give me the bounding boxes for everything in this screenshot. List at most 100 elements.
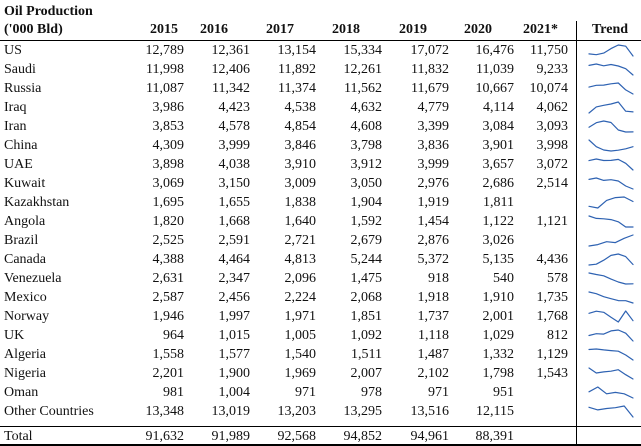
- table-row: Oman 981 1,004 971 978 971 951: [0, 383, 641, 402]
- cell-2020: 2,001: [482, 309, 515, 324]
- cell-2021: 4,062: [536, 100, 569, 115]
- cell-2019: 2,102: [417, 366, 450, 381]
- sparkline-china: [588, 139, 634, 152]
- cell-2016: 1,668: [218, 214, 251, 229]
- cell-2015: 2,631: [152, 271, 185, 286]
- cell-2021: 1,129: [536, 347, 569, 362]
- cell-2016: 3,999: [218, 138, 251, 153]
- sparkline-uae: [588, 158, 634, 171]
- col-header-2018: 2018: [332, 22, 360, 37]
- country-name: Canada: [4, 252, 46, 267]
- col-header-2016: 2016: [200, 22, 228, 37]
- table-row: Saudi 11,998 12,406 11,892 12,261 11,832 11,03…: [0, 60, 641, 79]
- cell-2016: 1,655: [218, 195, 251, 210]
- header-rule: [0, 40, 641, 41]
- sparkline-us: [588, 44, 634, 57]
- table-row: Iraq 3,986 4,423 4,538 4,632 4,779 4,114 4,062: [0, 98, 641, 117]
- cell-2018: 15,334: [343, 43, 383, 58]
- cell-2019: 3,836: [417, 138, 450, 153]
- sparkline-path: [588, 348, 634, 361]
- sparkline-path: [588, 63, 634, 76]
- cell-2019: 2,976: [417, 176, 450, 191]
- cell-2017: 1,005: [284, 328, 317, 343]
- cell-2018: 1,475: [350, 271, 383, 286]
- cell-2020: 1,811: [483, 195, 514, 210]
- country-name: UK: [4, 328, 25, 343]
- sparkline-path: [588, 120, 634, 133]
- cell-2020: 88,391: [475, 429, 515, 444]
- cell-2018: 2,068: [350, 290, 383, 305]
- cell-2016: 4,464: [218, 252, 251, 267]
- sparkline-venezuela: [588, 272, 634, 285]
- cell-2015: 4,309: [152, 138, 185, 153]
- sparkline-path: [588, 101, 634, 114]
- table-row: Brazil 2,525 2,591 2,721 2,679 2,876 3,026: [0, 231, 641, 250]
- sparkline-path: [588, 291, 634, 304]
- sparkline-canada: [588, 253, 634, 266]
- country-name: Brazil: [4, 233, 39, 248]
- cell-2018: 1,511: [351, 347, 382, 362]
- cell-2020: 2,686: [482, 176, 515, 191]
- cell-2020: 10,667: [475, 81, 515, 96]
- sparkline-algeria: [588, 348, 634, 361]
- sparkline-nigeria: [588, 367, 634, 380]
- cell-2017: 11,374: [278, 81, 316, 96]
- cell-2015: 981: [163, 385, 184, 400]
- cell-2016: 1,004: [218, 385, 251, 400]
- cell-2017: 92,568: [277, 429, 317, 444]
- total-label: Total: [4, 429, 33, 444]
- sparkline-path: [588, 253, 634, 266]
- cell-2017: 3,009: [284, 176, 317, 191]
- sparkline-norway: [588, 310, 634, 323]
- table-row: Nigeria 2,201 1,900 1,969 2,007 2,102 1,798 1,5…: [0, 364, 641, 383]
- cell-2017: 11,892: [278, 62, 316, 77]
- cell-2017: 1,969: [284, 366, 317, 381]
- country-name: Iran: [4, 119, 27, 134]
- cell-2018: 3,912: [350, 157, 383, 172]
- cell-2020: 3,084: [482, 119, 515, 134]
- cell-2020: 1,798: [482, 366, 515, 381]
- table-row: Kuwait 3,069 3,150 3,009 3,050 2,976 2,686 2,51…: [0, 174, 641, 193]
- cell-2016: 1,577: [218, 347, 251, 362]
- cell-2019: 1,454: [417, 214, 450, 229]
- cell-2021: 578: [547, 271, 568, 286]
- cell-2021: 10,074: [529, 81, 569, 96]
- country-name: Kuwait: [4, 176, 46, 191]
- cell-2016: 11,342: [212, 81, 250, 96]
- cell-2016: 4,038: [218, 157, 251, 172]
- table-units: ('000 Bld): [4, 22, 63, 37]
- cell-2020: 1,332: [482, 347, 515, 362]
- col-header-2021: 2021*: [523, 22, 558, 37]
- col-header-2017: 2017: [266, 22, 294, 37]
- cell-2018: 5,244: [350, 252, 383, 267]
- cell-2021: 812: [547, 328, 568, 343]
- cell-2017: 1,838: [284, 195, 317, 210]
- sparkline-path: [588, 82, 634, 95]
- cell-2018: 2,679: [350, 233, 383, 248]
- cell-2017: 2,721: [284, 233, 317, 248]
- col-header-2015: 2015: [150, 22, 178, 37]
- cell-2019: 918: [428, 271, 449, 286]
- cell-2021: 9,233: [536, 62, 569, 77]
- cell-2017: 13,154: [277, 43, 317, 58]
- bottom-rule: [0, 444, 641, 446]
- cell-2021: 3,998: [536, 138, 569, 153]
- cell-2021: 3,093: [536, 119, 569, 134]
- cell-2020: 1,029: [482, 328, 515, 343]
- cell-2020: 3,901: [482, 138, 515, 153]
- cell-2021: 3,072: [536, 157, 569, 172]
- cell-2015: 3,853: [152, 119, 185, 134]
- cell-2017: 1,540: [284, 347, 317, 362]
- sparkline-path: [588, 158, 634, 171]
- cell-2018: 13,295: [343, 404, 383, 419]
- cell-2017: 1,640: [284, 214, 317, 229]
- cell-2019: 11,679: [411, 81, 449, 96]
- cell-2017: 3,846: [284, 138, 317, 153]
- cell-2016: 1,900: [218, 366, 251, 381]
- cell-2015: 3,986: [152, 100, 185, 115]
- table-row: Russia 11,087 11,342 11,374 11,562 11,679 10,6…: [0, 79, 641, 98]
- sparkline-path: [588, 310, 634, 323]
- cell-2017: 4,813: [284, 252, 317, 267]
- cell-2015: 1,820: [152, 214, 185, 229]
- cell-2016: 12,406: [211, 62, 251, 77]
